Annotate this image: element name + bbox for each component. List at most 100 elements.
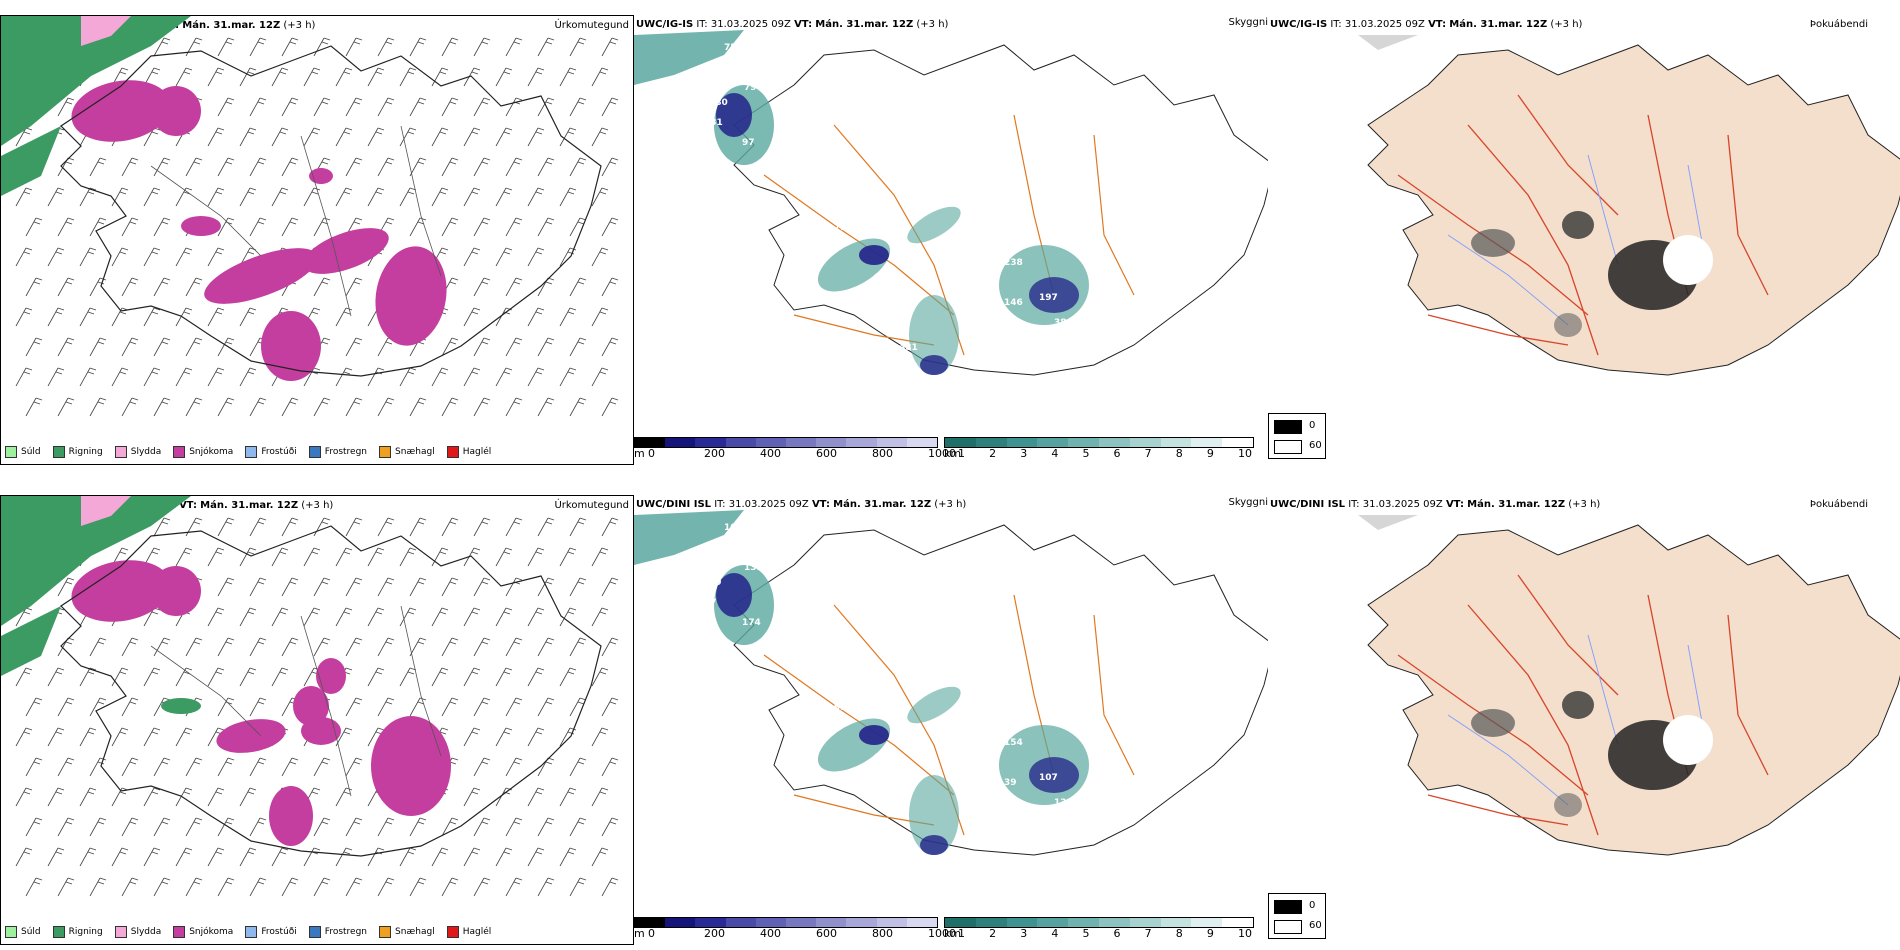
ceiling-cells	[714, 565, 1089, 855]
wind-barb	[153, 157, 171, 177]
cloud-base-value: 17	[934, 738, 947, 748]
wind-barb	[431, 127, 449, 147]
wind-barb	[463, 727, 481, 747]
wind-barb	[79, 307, 97, 327]
wind-barb	[537, 817, 555, 837]
colorbar-tick: 5	[1082, 927, 1090, 940]
wind-barb	[409, 637, 427, 657]
wind-barb	[57, 217, 75, 237]
colorbar-tick: 9	[1206, 927, 1214, 940]
wind-barb	[185, 37, 203, 57]
wind-barb	[473, 817, 491, 837]
wind-barb	[175, 307, 193, 327]
colorbar-tick: 7	[1144, 927, 1152, 940]
wind-barb	[473, 697, 491, 717]
wind-barb	[409, 877, 427, 897]
wind-barb	[399, 67, 417, 87]
legend-swatch	[446, 926, 459, 938]
wind-barb	[441, 637, 459, 657]
wind-barb	[377, 397, 395, 417]
wind-barb	[175, 847, 193, 867]
legend-label: Frostúði	[261, 447, 297, 457]
fog-legend-low: 60	[1309, 920, 1322, 931]
wind-barb	[431, 847, 449, 867]
wind-barb	[153, 397, 171, 417]
wind-barb	[143, 247, 161, 267]
wind-barb	[601, 277, 619, 297]
wind-barb	[143, 667, 161, 687]
wind-barb	[601, 37, 619, 57]
roads	[150, 125, 442, 317]
wind-barb	[239, 787, 257, 807]
wind-barb	[441, 97, 459, 117]
wind-barb	[249, 397, 267, 417]
wind-barb	[591, 667, 609, 687]
fog-area	[1562, 691, 1594, 719]
wind-barb	[25, 757, 43, 777]
precip-legend-item: Rigning	[52, 446, 103, 458]
ceiling-vis-panel-top: UWC/IG-IS IT: 31.03.2025 09Z VT: Mán. 31…	[634, 15, 1268, 465]
wind-barb	[495, 547, 513, 567]
wind-barb	[409, 37, 427, 57]
wind-barb	[473, 577, 491, 597]
wind-barb	[271, 127, 289, 147]
wind-barb	[463, 307, 481, 327]
snow-area	[309, 168, 333, 184]
wind-barb	[249, 817, 267, 837]
wind-barb	[367, 67, 385, 87]
wind-barb	[537, 697, 555, 717]
wind-barb	[249, 637, 267, 657]
wind-barb	[527, 607, 545, 627]
visibility-ticks: km 1 2 3 4 5 6 7 8 9 10	[944, 927, 1264, 941]
snow-area	[316, 658, 346, 694]
wind-barb	[345, 397, 363, 417]
it-value: 31.03.2025 09Z	[1362, 499, 1443, 510]
colorbar-tick: 9	[1206, 447, 1214, 460]
wind-barb	[569, 397, 587, 417]
cloud-base-value: 75	[744, 228, 757, 238]
wind-barb	[409, 817, 427, 837]
wind-barb	[281, 157, 299, 177]
colorbar-segment	[816, 918, 847, 927]
fog-area	[1358, 35, 1418, 50]
colorbar-segment	[1006, 918, 1038, 927]
wind-barb	[505, 697, 523, 717]
colorbar-tick: 600	[816, 447, 837, 460]
snow-area	[375, 246, 447, 346]
wind-barb	[559, 367, 577, 387]
wind-barb	[345, 517, 363, 537]
legend-swatch	[446, 446, 459, 458]
wind-barb	[89, 337, 107, 357]
wind-barb	[249, 877, 267, 897]
wind-barb	[175, 787, 193, 807]
wind-barb	[527, 187, 545, 207]
colorbar-tick: 200	[704, 447, 725, 460]
colorbar-segment	[1160, 438, 1192, 447]
model-name: UWC/DINI ISL	[636, 499, 712, 510]
wind-barb	[537, 157, 555, 177]
colorbar-segment	[635, 438, 666, 447]
wind-barb	[537, 337, 555, 357]
low-ceiling-cell	[716, 573, 752, 617]
wind-barb	[217, 97, 235, 117]
wind-barb	[377, 877, 395, 897]
wind-barb	[121, 637, 139, 657]
wind-barb	[249, 217, 267, 237]
wind-barb	[143, 727, 161, 747]
legend-label: Snjókoma	[189, 927, 234, 937]
wind-barb	[559, 667, 577, 687]
wind-barb	[239, 307, 257, 327]
legend-swatch	[379, 926, 392, 938]
wind-barb	[335, 187, 353, 207]
legend-swatch	[52, 446, 65, 458]
wind-barb	[399, 847, 417, 867]
wind-barb	[153, 37, 171, 57]
wind-barb	[505, 517, 523, 537]
wind-barb	[409, 697, 427, 717]
colorbar-tick: 0	[648, 447, 655, 460]
it-label: IT:	[1348, 499, 1360, 510]
wind-barb	[313, 877, 331, 897]
colorbar-segment	[846, 918, 877, 927]
wind-barb	[559, 727, 577, 747]
wind-barb	[175, 187, 193, 207]
